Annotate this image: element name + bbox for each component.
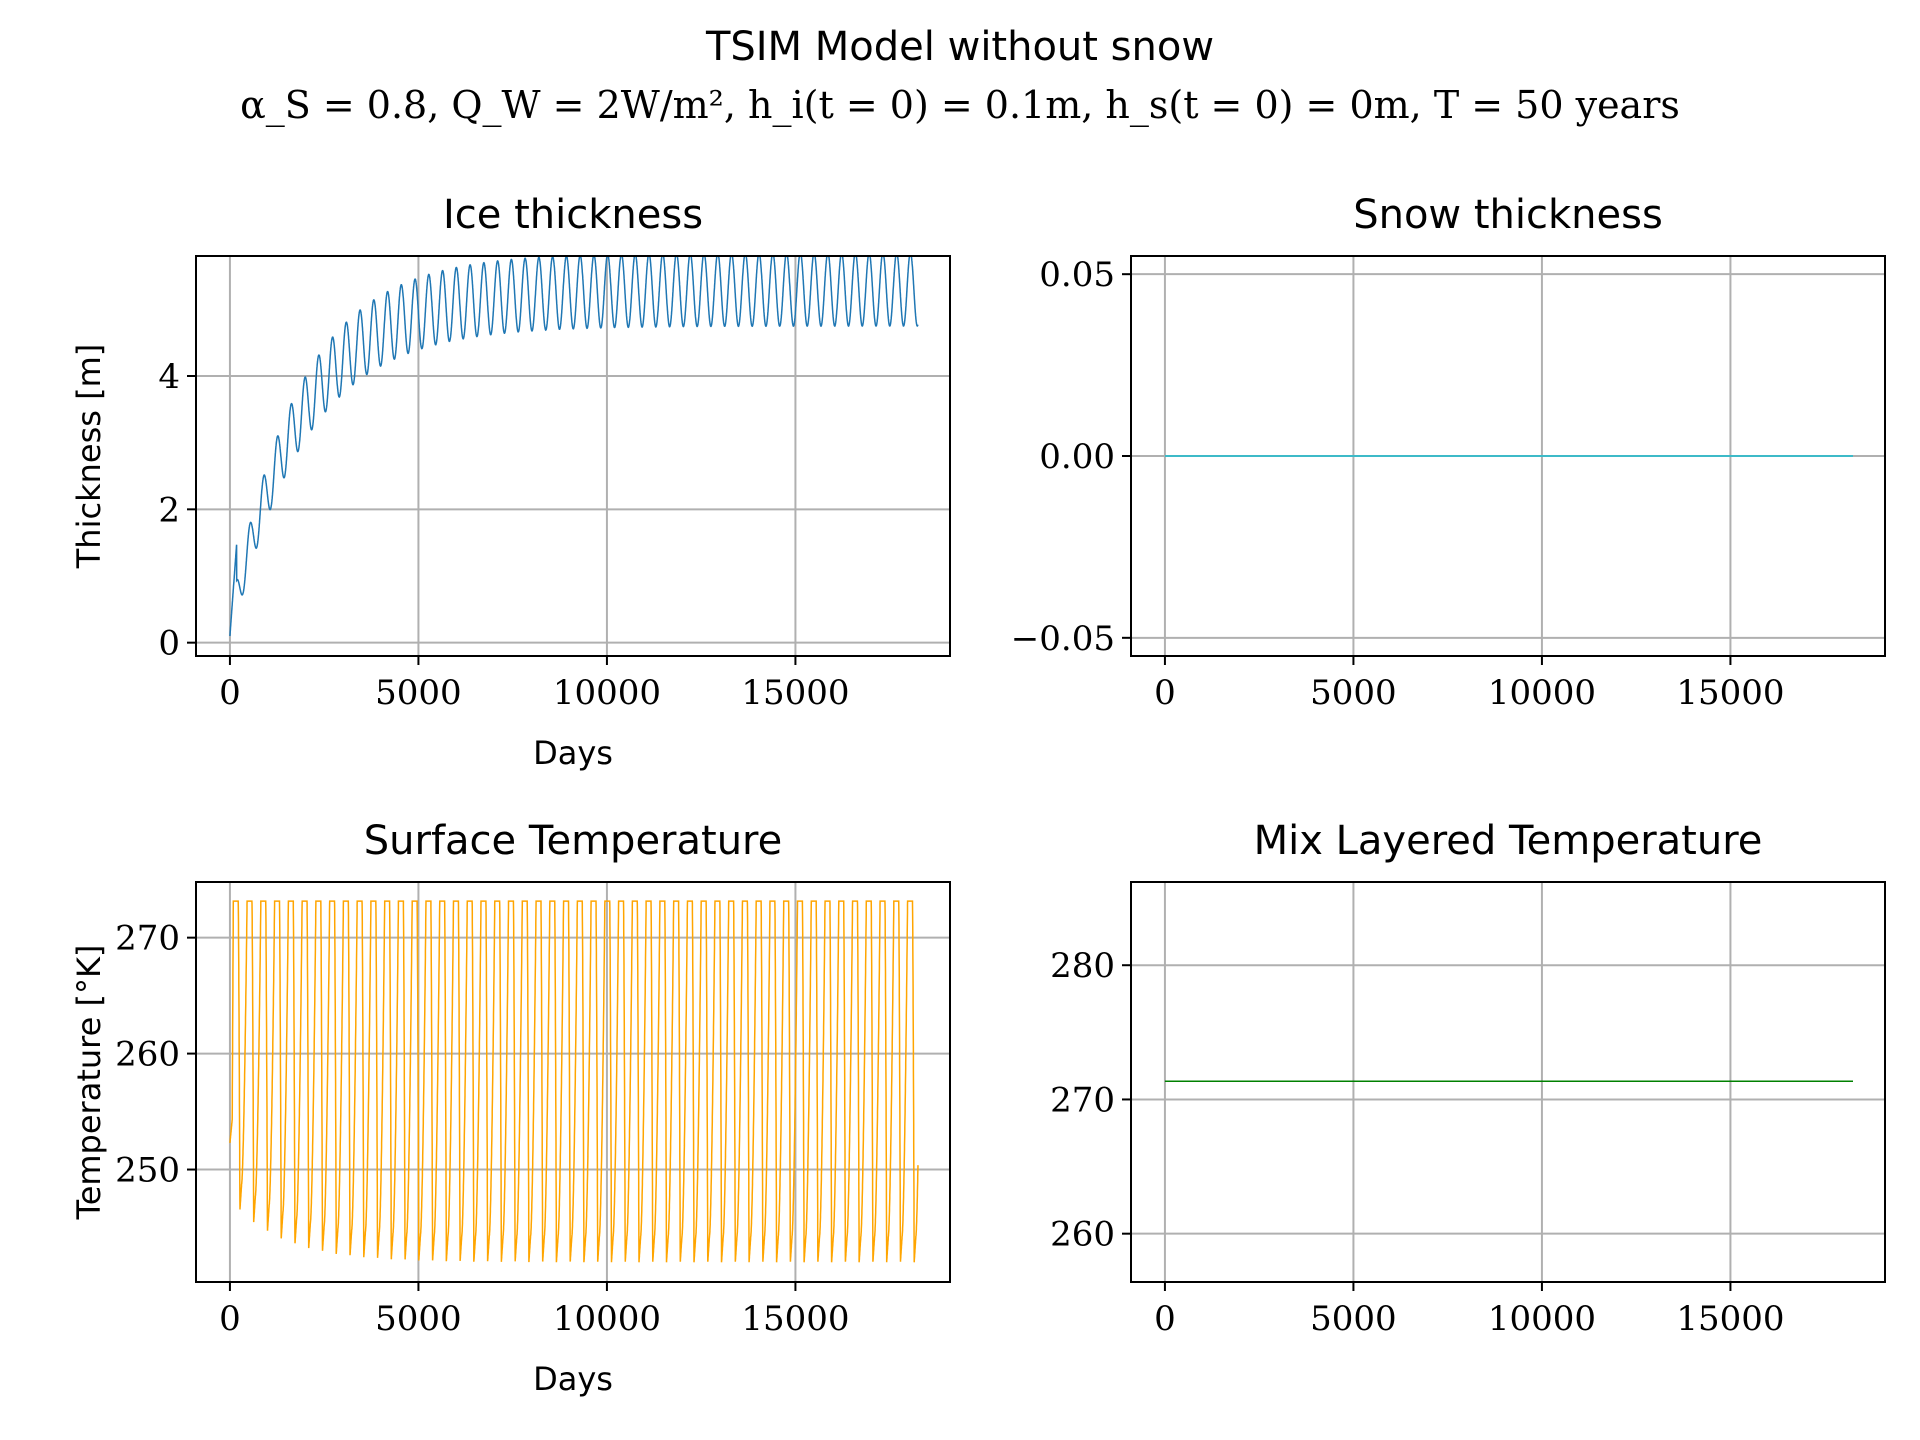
panel-ice-thickness: 0 5000 10000 15000 0 2 4 Ice thickness Days Thick… (70, 192, 951, 772)
x-tick-label: 10000 (1488, 1299, 1596, 1339)
x-tick-label: 15000 (1676, 1299, 1784, 1339)
y-tick-label: −0.05 (1011, 619, 1115, 659)
y-tick-label: 0 (158, 624, 180, 664)
y-tick-label: 0.00 (1039, 437, 1115, 477)
x-tick-label: 5000 (1310, 673, 1397, 713)
series-line (229, 900, 919, 1263)
y-axis-label: Temperature [°K] (70, 945, 108, 1221)
figure-subtitle: α_S = 0.8, Q_W = 2W/m², h_i(t = 0) = 0.1… (240, 83, 1680, 128)
y-tick-label: 280 (1050, 946, 1115, 986)
y-tick-label: 2 (158, 490, 180, 530)
y-tick-label: 270 (115, 919, 180, 959)
x-tick-label: 5000 (1310, 1299, 1397, 1339)
subplots-grid: 0 5000 10000 15000 0 2 4 Ice thickness Days Thick… (70, 192, 1886, 1398)
panel-title: Ice thickness (443, 192, 703, 238)
panel-surface-temperature: 0 5000 10000 15000 250 260 270 Surface Temperat… (70, 818, 951, 1398)
y-tick-label: 0.05 (1039, 255, 1115, 295)
x-tick-label: 0 (219, 673, 241, 713)
panel-title: Snow thickness (1353, 192, 1663, 238)
x-tick-label: 0 (1154, 1299, 1176, 1339)
panel-snow-thickness: 0 5000 10000 15000 −0.05 0.00 0.05 Snow thickne… (1011, 192, 1886, 713)
x-tick-label: 5000 (375, 1299, 462, 1339)
panel-title: Surface Temperature (364, 818, 782, 864)
x-tick-label: 15000 (1676, 673, 1784, 713)
x-tick-label: 10000 (1488, 673, 1596, 713)
x-tick-label: 0 (1154, 673, 1176, 713)
x-tick-label: 15000 (741, 673, 849, 713)
y-tick-label: 270 (1050, 1080, 1115, 1120)
axes-frame (195, 255, 951, 657)
x-axis-label: Days (533, 1360, 613, 1398)
x-axis-label: Days (533, 734, 613, 772)
y-tick-label: 250 (115, 1151, 180, 1191)
y-tick-label: 260 (1050, 1215, 1115, 1255)
x-tick-label: 10000 (553, 673, 661, 713)
panel-title: Mix Layered Temperature (1254, 818, 1763, 864)
axes-frame (195, 881, 951, 1283)
panel-mix-layered-temperature: 0 5000 10000 15000 260 270 280 Mix Layered Temp… (1050, 818, 1886, 1339)
figure-title: TSIM Model without snow (705, 24, 1214, 70)
x-tick-label: 0 (219, 1299, 241, 1339)
y-axis-label: Thickness [m] (70, 344, 108, 569)
x-tick-label: 15000 (741, 1299, 849, 1339)
axes-frame (1130, 881, 1886, 1283)
y-tick-label: 4 (158, 357, 180, 397)
x-tick-label: 5000 (375, 673, 462, 713)
x-tick-label: 10000 (553, 1299, 661, 1339)
y-tick-label: 260 (115, 1035, 180, 1075)
series-line (229, 256, 919, 637)
